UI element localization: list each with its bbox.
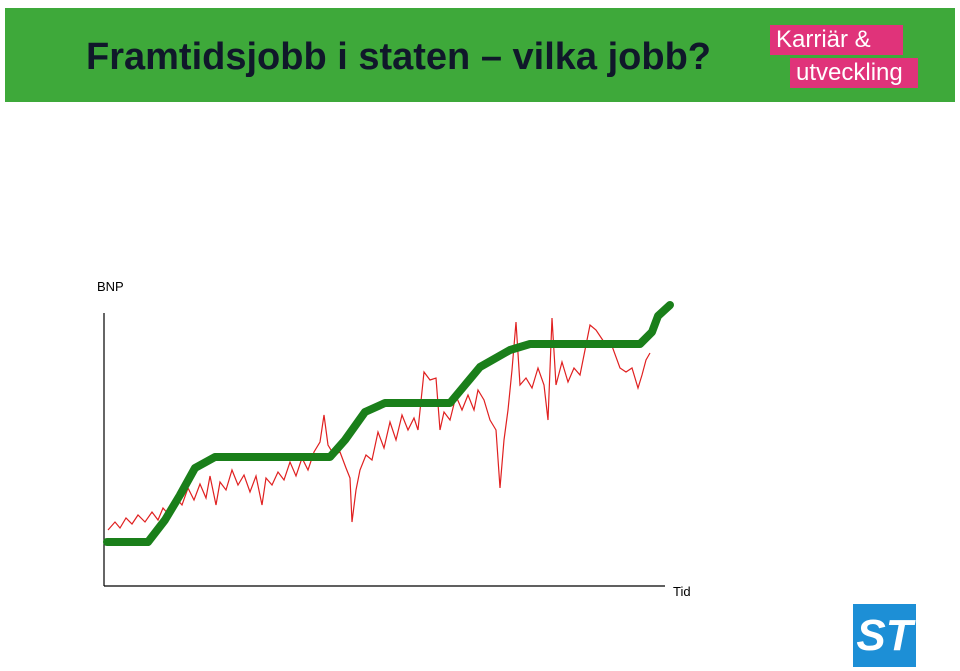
trend-line xyxy=(103,301,674,546)
y-axis-label: BNP xyxy=(97,279,124,294)
logo-line: Karriär & xyxy=(770,25,903,55)
fluctuation-line xyxy=(107,317,651,531)
logo-line: utveckling xyxy=(790,58,918,88)
footer-logo: ST xyxy=(853,604,916,667)
x-axis-label: Tid xyxy=(673,584,691,599)
title: Framtidsjobb i staten – vilka jobb? xyxy=(86,36,711,78)
